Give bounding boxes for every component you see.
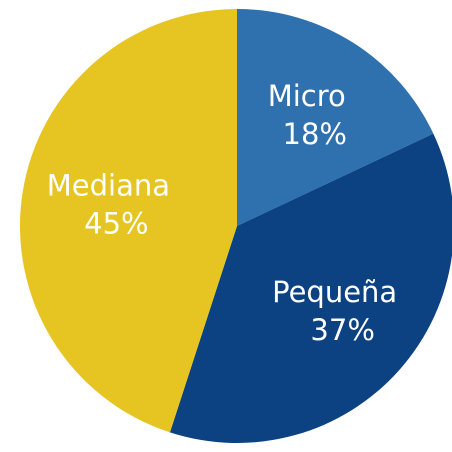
slice-value-label: 45% <box>84 207 148 241</box>
pie-slice <box>237 9 434 226</box>
slice-label: Mediana <box>47 169 170 203</box>
slice-label: Pequeña <box>272 275 397 309</box>
slice-label: Micro <box>268 79 346 113</box>
slice-value-label: 37% <box>310 313 374 347</box>
pie-slice <box>20 9 237 433</box>
slice-value-label: 18% <box>283 117 347 151</box>
pie-slice <box>169 133 452 443</box>
